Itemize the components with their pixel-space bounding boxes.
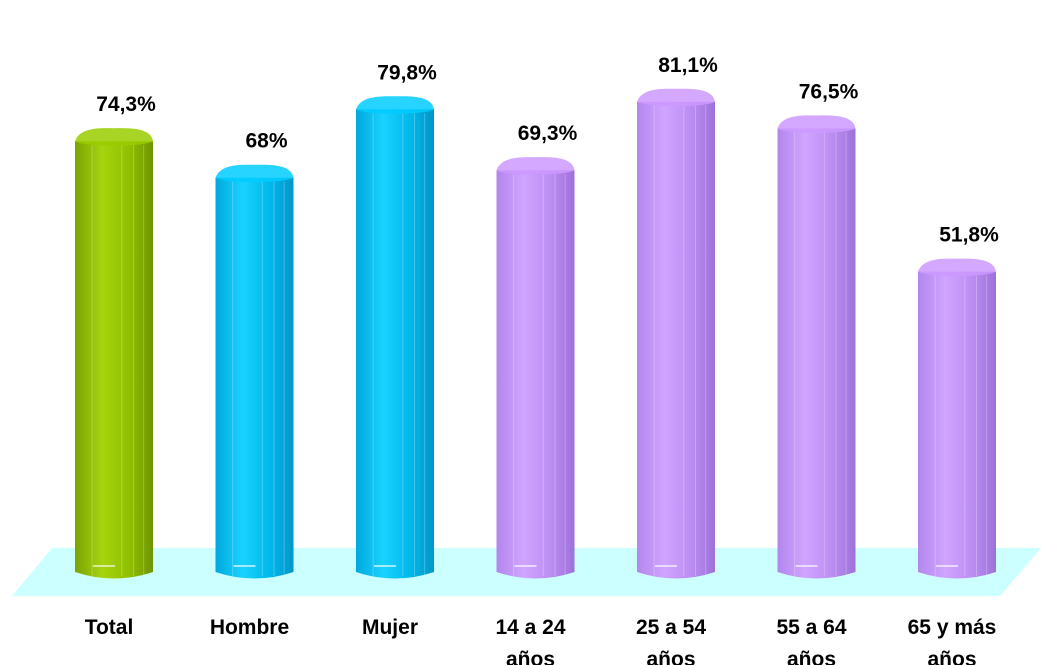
bar-6 <box>777 115 856 579</box>
value-label: 69,3% <box>518 122 578 145</box>
value-label: 79,8% <box>377 61 437 84</box>
bars-layer <box>75 88 996 579</box>
value-label: 51,8% <box>939 224 999 247</box>
category-labels-layer: Total Hombre Mujer 14 a 24 años 25 a 54 años 55… <box>85 616 997 665</box>
category-label: años <box>506 648 555 665</box>
value-label: 81,1% <box>658 54 718 77</box>
category-label: 25 a 54 <box>636 616 706 639</box>
category-label: años <box>646 648 695 665</box>
bar-7 <box>918 258 996 579</box>
category-label: Hombre <box>210 616 289 639</box>
bar-5 <box>637 88 715 579</box>
bar-4 <box>496 157 575 579</box>
category-label: Mujer <box>362 616 418 639</box>
bar-3 <box>356 96 434 579</box>
category-label: años <box>787 648 836 665</box>
category-label: años <box>927 648 976 665</box>
value-label: 76,5% <box>799 80 859 103</box>
bar-1 <box>75 128 153 579</box>
category-label: Total <box>85 616 134 639</box>
value-label: 74,3% <box>96 93 156 116</box>
category-label: 55 a 64 <box>776 616 846 639</box>
category-label: 65 y más <box>908 616 997 639</box>
value-labels-layer: 74,3% 68% 79,8% 69,3% 81,1% 76,5% 51,8% <box>96 54 999 247</box>
category-label: 14 a 24 <box>495 616 565 639</box>
value-label: 68% <box>245 130 287 153</box>
bar-2 <box>215 164 294 579</box>
